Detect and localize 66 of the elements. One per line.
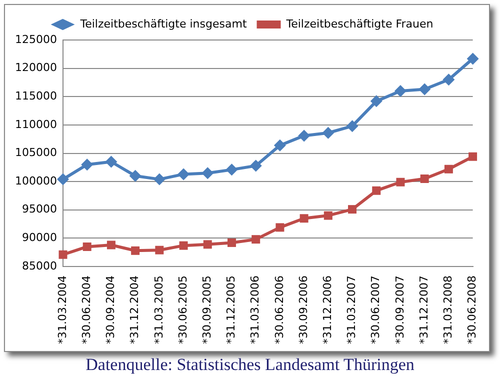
- point: [466, 52, 479, 65]
- point: [129, 170, 142, 182]
- point: [442, 74, 455, 86]
- point: [370, 95, 382, 108]
- x-tick-label: *30.06.2004: [80, 276, 93, 344]
- point: [82, 242, 92, 251]
- x-tick-label: *31.03.2006: [248, 276, 262, 344]
- point: [418, 83, 431, 96]
- point: [346, 120, 358, 132]
- x-tick-label: *30.06.2008: [466, 276, 479, 344]
- x-tick-label: *31.03.2008: [442, 276, 455, 344]
- x-tick-label: *31.03.2007: [345, 276, 358, 344]
- point: [396, 178, 405, 186]
- point: [155, 246, 164, 254]
- x-tick-label: *31.12.2005: [224, 276, 238, 344]
- point: [394, 84, 406, 97]
- point: [106, 240, 116, 250]
- point: [105, 156, 118, 168]
- point: [81, 158, 94, 171]
- point: [250, 160, 262, 172]
- legend-label: Teilzeitbeschäftigte insgesamt: [79, 17, 248, 30]
- point: [324, 211, 332, 220]
- x-tick-label: *31.12.2006: [321, 276, 334, 344]
- y-tick-label: 120000: [14, 61, 57, 74]
- x-tick-label: *31.12.2007: [417, 276, 430, 344]
- legend-label: Teilzeitbeschäftigte Frauen: [285, 17, 434, 30]
- y-tick-label: 125000: [14, 32, 57, 46]
- point: [276, 223, 284, 232]
- x-tick-label: *31.03.2004: [56, 276, 69, 344]
- y-tick-label: 95000: [22, 202, 57, 216]
- x-tick-label: *30.09.2004: [104, 276, 118, 344]
- point: [227, 238, 236, 247]
- point: [322, 126, 334, 139]
- point: [298, 130, 310, 142]
- y-tick-label: 110000: [14, 118, 57, 131]
- point: [348, 205, 357, 214]
- y-tick-label: 90000: [22, 231, 57, 244]
- point: [468, 152, 478, 161]
- y-tick-label: 100000: [14, 174, 57, 188]
- x-tick-label: *30.06.2006: [272, 276, 286, 344]
- y-tick-label: 85000: [22, 259, 57, 272]
- x-tick-label: *30.09.2007: [393, 276, 406, 344]
- point: [252, 235, 260, 244]
- point: [300, 214, 308, 223]
- x-tick-label: *30.09.2006: [296, 276, 310, 344]
- point: [153, 173, 166, 186]
- point: [202, 167, 214, 180]
- point: [420, 174, 429, 183]
- point: [179, 241, 188, 250]
- x-tick-label: *30.09.2005: [200, 276, 214, 344]
- y-tick-label: 105000: [14, 146, 57, 160]
- point: [226, 164, 238, 176]
- y-tick-label: 115000: [14, 89, 57, 102]
- point: [274, 139, 286, 152]
- point: [131, 246, 140, 255]
- point: [58, 250, 68, 259]
- x-tick-label: *31.12.2004: [128, 276, 142, 344]
- point: [178, 168, 190, 180]
- point: [444, 164, 453, 174]
- x-tick-label: *31.03.2005: [152, 276, 166, 344]
- text: Datenquelle: Statistisches Landesamt Thüringen: [84, 355, 416, 375]
- x-tick-label: *30.06.2005: [176, 276, 190, 344]
- x-tick-label: *30.06.2007: [369, 276, 382, 344]
- point: [203, 240, 212, 249]
- point: [56, 173, 69, 186]
- point: [372, 186, 381, 195]
